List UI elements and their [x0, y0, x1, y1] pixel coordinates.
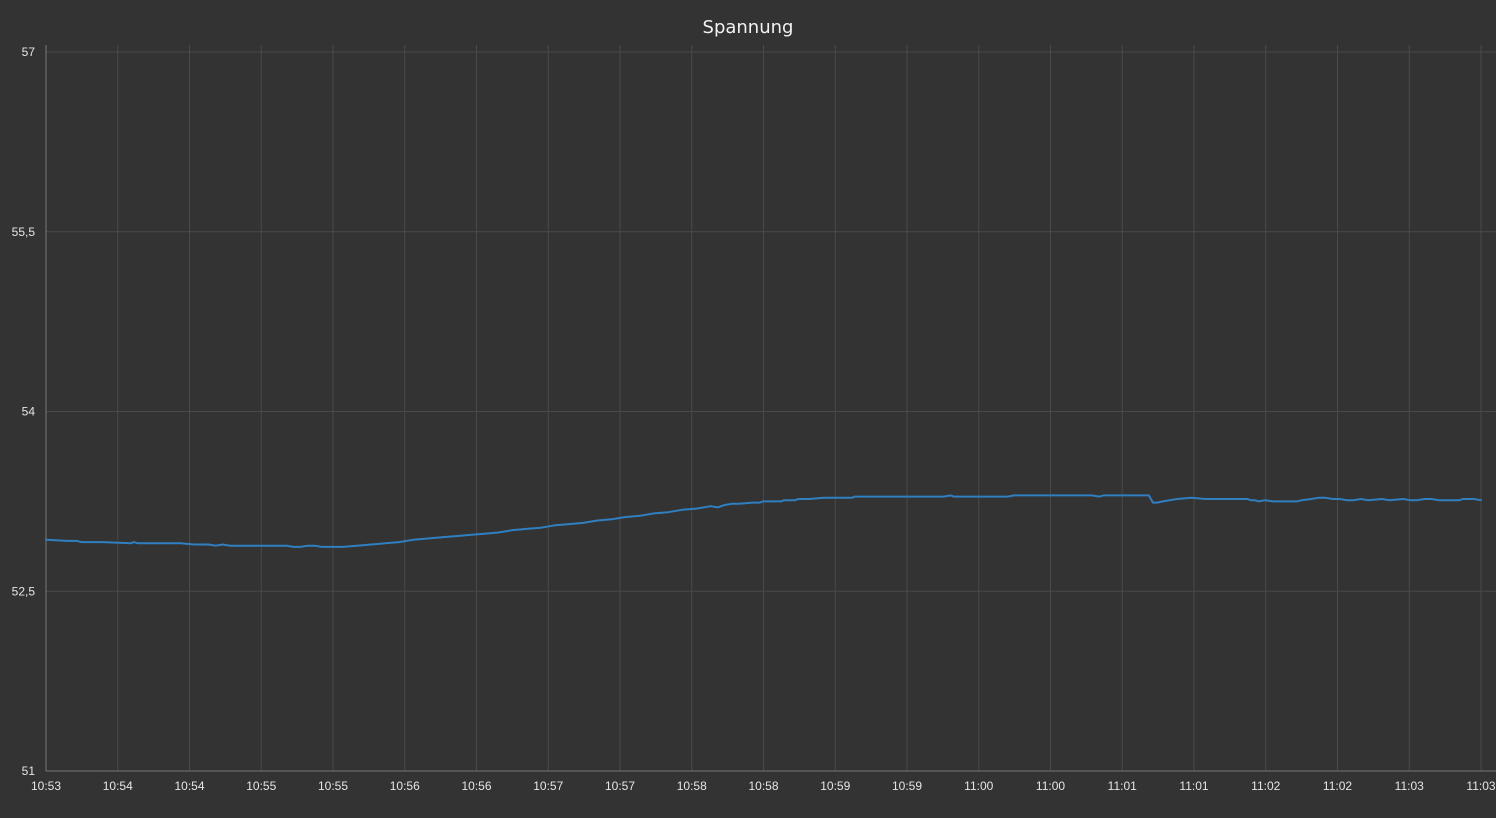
x-tick-label: 11:01: [1108, 779, 1137, 793]
series-layer: [45, 494, 1482, 548]
x-tick-label: 11:03: [1466, 779, 1495, 793]
x-tick-label: 10:54: [174, 779, 204, 793]
x-tick-label: 10:56: [390, 779, 420, 793]
x-tick-label: 10:55: [318, 779, 348, 793]
y-tick-label: 54: [22, 405, 36, 419]
grid-lines: [45, 45, 1496, 772]
x-tick-label: 11:00: [964, 779, 993, 793]
y-tick-label: 51: [22, 764, 36, 778]
y-tick-label: 52,5: [12, 584, 36, 598]
x-tick-label: 10:59: [820, 779, 850, 793]
x-tick-label: 11:03: [1395, 779, 1424, 793]
x-tick-label: 10:59: [892, 779, 922, 793]
x-tick-label: 10:54: [103, 779, 133, 793]
x-tick-label: 10:55: [246, 779, 276, 793]
x-tick-label: 10:57: [533, 779, 563, 793]
x-tick-label: 10:58: [748, 779, 778, 793]
x-tick-label: 11:02: [1323, 779, 1352, 793]
x-tick-label: 11:00: [1036, 779, 1065, 793]
x-tick-label: 10:53: [31, 779, 61, 793]
x-tick-label: 10:57: [605, 779, 635, 793]
x-tick-label: 10:56: [461, 779, 491, 793]
x-tick-label: 11:01: [1179, 779, 1208, 793]
y-tick-label: 57: [22, 45, 36, 59]
y-tick-label: 55,5: [12, 225, 36, 239]
chart-title: Spannung: [703, 17, 794, 38]
axes: 51 52,5 54 55,5 57 10:53 10:54 10:54 10:55 10:55 1…: [12, 45, 1496, 793]
x-tick-label: 10:58: [677, 779, 707, 793]
x-tick-label: 11:02: [1251, 779, 1280, 793]
series-line: [45, 494, 1482, 548]
